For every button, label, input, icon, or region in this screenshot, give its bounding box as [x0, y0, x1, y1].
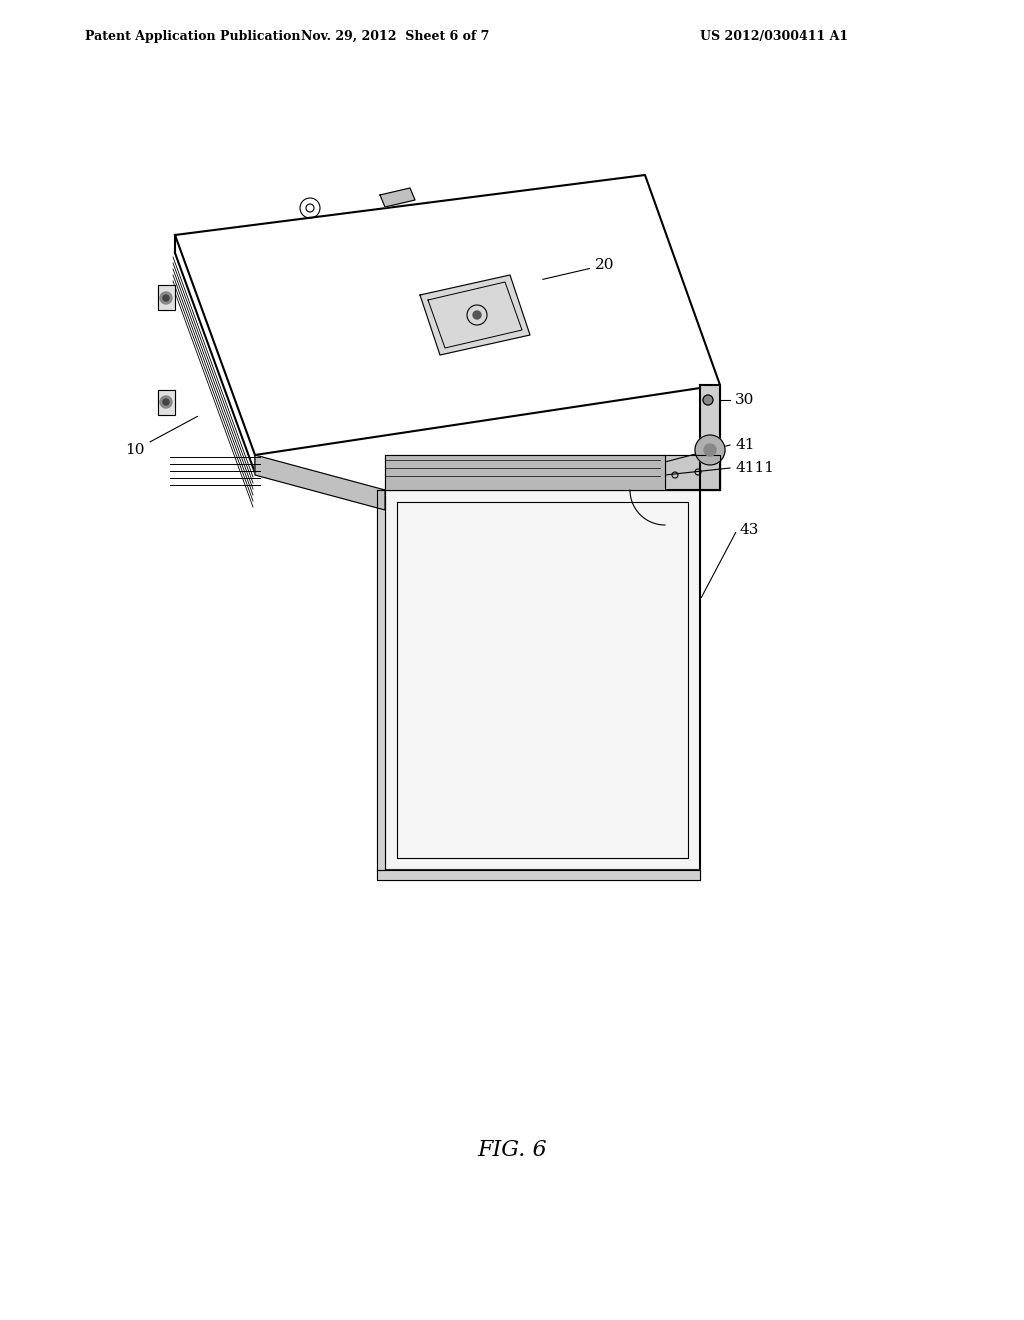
Text: Patent Application Publication: Patent Application Publication: [85, 30, 300, 44]
Text: Nov. 29, 2012  Sheet 6 of 7: Nov. 29, 2012 Sheet 6 of 7: [301, 30, 489, 44]
Text: US 2012/0300411 A1: US 2012/0300411 A1: [700, 30, 848, 44]
Circle shape: [705, 444, 716, 455]
Polygon shape: [377, 870, 700, 880]
Polygon shape: [665, 455, 720, 490]
Polygon shape: [700, 385, 720, 490]
Circle shape: [695, 436, 725, 465]
Text: 30: 30: [735, 393, 755, 407]
Polygon shape: [377, 490, 385, 870]
Polygon shape: [255, 455, 385, 510]
Circle shape: [163, 399, 169, 405]
Polygon shape: [158, 389, 175, 414]
Polygon shape: [385, 455, 665, 490]
Circle shape: [703, 395, 713, 405]
Polygon shape: [420, 275, 530, 355]
Circle shape: [160, 292, 172, 304]
Polygon shape: [158, 285, 175, 310]
Text: FIG. 6: FIG. 6: [477, 1139, 547, 1162]
Text: 41: 41: [735, 438, 755, 451]
Polygon shape: [385, 490, 700, 870]
Text: 43: 43: [740, 523, 760, 537]
Circle shape: [473, 312, 481, 319]
Text: 10: 10: [125, 416, 198, 457]
Text: 20: 20: [543, 257, 614, 280]
Circle shape: [163, 294, 169, 301]
Text: 4111: 4111: [735, 461, 774, 475]
Circle shape: [160, 396, 172, 408]
Polygon shape: [380, 187, 415, 207]
